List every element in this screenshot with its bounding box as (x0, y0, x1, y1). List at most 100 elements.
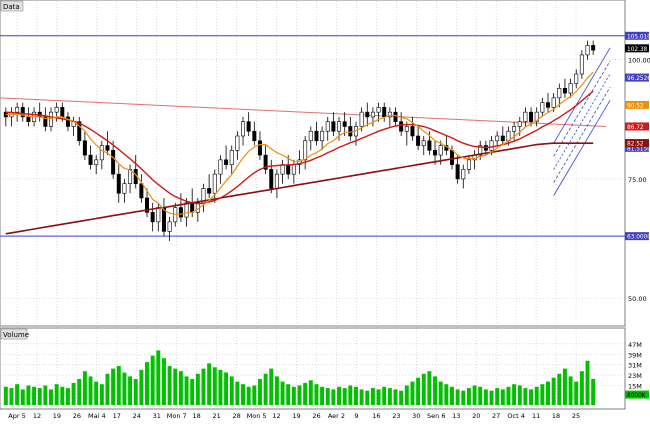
volume-bar (133, 379, 138, 405)
volume-bar (314, 384, 319, 405)
volume-bar (207, 363, 212, 405)
volume-bar (218, 369, 223, 405)
candle-body (49, 111, 53, 127)
candle-body (286, 164, 291, 175)
volume-bar (212, 367, 217, 405)
candle-body (116, 173, 121, 194)
candle-body (150, 212, 155, 223)
candle-body (348, 126, 353, 137)
volume-bar (60, 386, 65, 405)
volume-tick-label: 39M (628, 351, 642, 359)
candle-body (461, 169, 466, 180)
x-tick-label: Mon 7 (167, 412, 187, 420)
price-marker-box (625, 100, 649, 109)
volume-bar (241, 384, 246, 405)
volume-bar (280, 381, 285, 405)
volume-bar (455, 389, 460, 405)
volume-bar (224, 372, 229, 405)
regression-channel-line (553, 73, 611, 170)
x-tick-label: 18 (193, 412, 201, 420)
price-marker-label: 82.52 (627, 142, 644, 148)
candle-body (427, 140, 432, 151)
volume-bar (139, 369, 144, 405)
volume-bar (399, 390, 404, 405)
candle-body (591, 45, 596, 51)
volume-bar (523, 388, 528, 405)
candle-body (303, 140, 308, 161)
price-panel-label: Data (3, 3, 20, 11)
volume-panel-tab[interactable] (0, 328, 28, 340)
volume-bar (579, 371, 584, 405)
x-tick-label: 11 (532, 412, 540, 420)
candle-body (331, 121, 336, 132)
volume-bar (274, 376, 279, 405)
price-marker-label: 105.0100 (627, 34, 650, 40)
volume-bar (466, 388, 471, 405)
volume-bar (54, 384, 59, 405)
candle-body (517, 121, 522, 127)
volume-bar (269, 368, 274, 405)
candle-body (111, 150, 116, 175)
candle-body (393, 111, 398, 122)
candle-body (512, 126, 517, 132)
volume-bar (382, 386, 387, 405)
volume-bar (82, 371, 87, 405)
candle-body (167, 221, 172, 232)
candle-body (218, 159, 223, 175)
price-panel-tab[interactable] (0, 0, 24, 12)
volume-bar (150, 355, 155, 405)
grid-layer (0, 1, 625, 408)
volume-bar (438, 381, 443, 405)
volume-bar (591, 379, 596, 405)
candle-body (342, 121, 347, 127)
candle-body (455, 164, 460, 180)
volume-bar (331, 389, 336, 405)
volume-bar (517, 385, 522, 405)
candle-body (184, 202, 189, 218)
volume-bar (489, 390, 494, 405)
candle-body (43, 116, 48, 127)
x-tick-label: 19 (53, 412, 61, 420)
volume-bar (562, 368, 567, 405)
volume-bar (105, 373, 110, 405)
candle-body (325, 121, 330, 132)
candle-body (337, 121, 342, 132)
candle-body (551, 97, 556, 108)
volume-bar (94, 381, 99, 405)
candle-body (99, 145, 104, 161)
volume-bar (201, 368, 206, 405)
volume-bar (263, 373, 268, 405)
volume-bar (111, 368, 116, 405)
candle-body (297, 159, 302, 165)
volume-bar (478, 386, 483, 405)
candle-body (26, 116, 31, 122)
candle-body (421, 140, 426, 146)
regression-channel-line (553, 60, 611, 157)
volume-bar (20, 389, 25, 405)
x-tick-label: 18 (552, 412, 560, 420)
volume-bar (195, 373, 200, 405)
volume-bar (184, 376, 189, 405)
volume-bar (291, 386, 296, 405)
volume-bar (353, 386, 358, 405)
candle-body (449, 150, 454, 165)
candle-body (257, 140, 262, 156)
volume-bar (325, 388, 330, 405)
candle-body (523, 111, 528, 122)
volume-tick-label: 15M (628, 383, 642, 391)
volume-bar (472, 385, 477, 405)
candle-body (139, 183, 144, 199)
candle-body (224, 159, 229, 165)
volume-bar (308, 380, 313, 405)
candle-body (495, 135, 500, 142)
volume-bar (65, 388, 70, 405)
volume-bar (128, 376, 133, 405)
candle-body (359, 111, 364, 127)
candle-body (365, 111, 370, 118)
price-panel-frame (0, 0, 626, 327)
volume-bar (421, 373, 426, 405)
volume-bar (529, 389, 534, 405)
volume-tick-label: 23M (628, 372, 642, 380)
candle-body (579, 54, 584, 75)
